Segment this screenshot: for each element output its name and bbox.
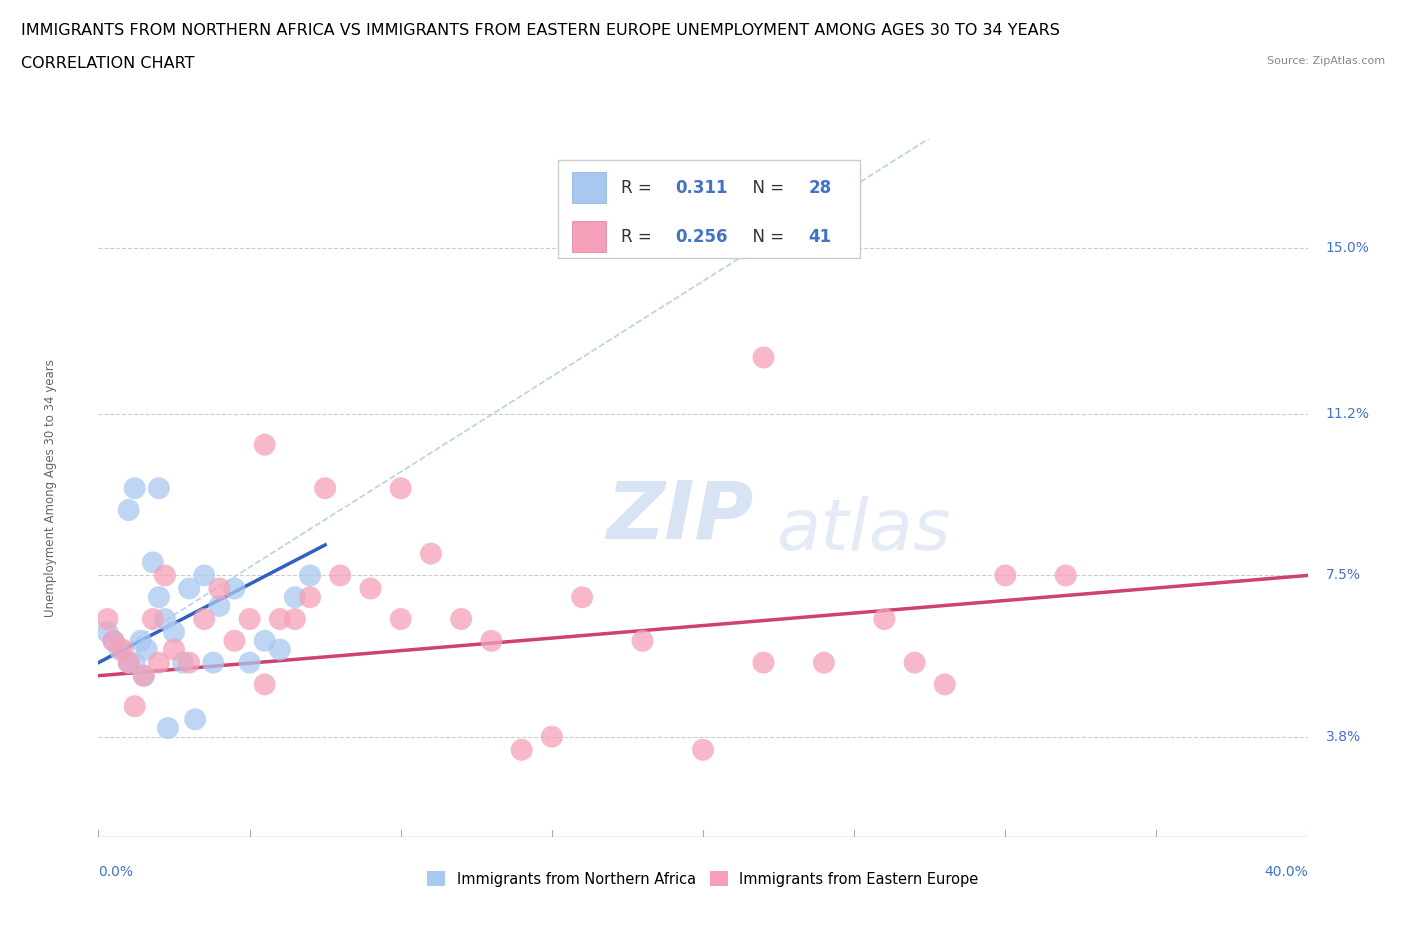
Point: [873, 612, 896, 627]
Point: [269, 642, 291, 657]
Text: R =: R =: [621, 179, 657, 197]
FancyBboxPatch shape: [558, 161, 860, 259]
Point: [118, 502, 141, 517]
Point: [142, 555, 165, 570]
Point: [108, 642, 131, 657]
Text: 28: 28: [808, 179, 831, 197]
Point: [124, 698, 146, 713]
Point: [156, 721, 179, 736]
Point: [163, 642, 186, 657]
FancyBboxPatch shape: [572, 172, 606, 204]
Point: [179, 656, 201, 671]
Text: 0.0%: 0.0%: [98, 865, 134, 879]
Text: 3.8%: 3.8%: [1326, 730, 1361, 744]
Text: CORRELATION CHART: CORRELATION CHART: [21, 56, 194, 71]
Point: [124, 481, 146, 496]
Point: [142, 612, 165, 627]
Text: 0.256: 0.256: [675, 228, 728, 246]
Point: [163, 625, 186, 640]
Point: [118, 656, 141, 671]
Point: [299, 590, 322, 604]
Point: [510, 742, 533, 757]
Point: [329, 568, 352, 583]
Text: Unemployment Among Ages 30 to 34 years: Unemployment Among Ages 30 to 34 years: [44, 359, 56, 618]
Point: [299, 568, 322, 583]
Point: [813, 656, 835, 671]
Text: 11.2%: 11.2%: [1326, 407, 1369, 421]
Point: [129, 633, 152, 648]
Point: [904, 656, 927, 671]
Text: N =: N =: [742, 228, 789, 246]
Point: [224, 581, 246, 596]
Point: [360, 581, 382, 596]
Point: [1054, 568, 1077, 583]
Text: 15.0%: 15.0%: [1326, 242, 1369, 256]
Point: [752, 656, 775, 671]
Point: [540, 729, 562, 744]
Legend: Immigrants from Northern Africa, Immigrants from Eastern Europe: Immigrants from Northern Africa, Immigra…: [422, 866, 984, 893]
Point: [253, 633, 276, 648]
Text: Source: ZipAtlas.com: Source: ZipAtlas.com: [1267, 56, 1385, 66]
Point: [193, 568, 215, 583]
Text: R =: R =: [621, 228, 657, 246]
Text: 41: 41: [808, 228, 831, 246]
Point: [124, 656, 146, 671]
Point: [172, 656, 194, 671]
Point: [208, 599, 231, 614]
Text: atlas: atlas: [776, 496, 950, 565]
Point: [179, 581, 201, 596]
Point: [389, 612, 412, 627]
Text: 40.0%: 40.0%: [1264, 865, 1308, 879]
Text: ZIP: ZIP: [606, 477, 754, 555]
Point: [253, 437, 276, 452]
Point: [132, 669, 155, 684]
Point: [314, 481, 336, 496]
Point: [103, 633, 125, 648]
Point: [239, 612, 262, 627]
Point: [389, 481, 412, 496]
Point: [153, 612, 176, 627]
Point: [135, 642, 157, 657]
Point: [202, 656, 225, 671]
Point: [148, 481, 170, 496]
Point: [103, 633, 125, 648]
Point: [224, 633, 246, 648]
Point: [96, 612, 118, 627]
Point: [208, 581, 231, 596]
Point: [184, 711, 207, 726]
Point: [253, 677, 276, 692]
Text: 0.311: 0.311: [675, 179, 728, 197]
Point: [692, 742, 714, 757]
Point: [481, 633, 503, 648]
Point: [239, 656, 262, 671]
Point: [631, 633, 654, 648]
Text: IMMIGRANTS FROM NORTHERN AFRICA VS IMMIGRANTS FROM EASTERN EUROPE UNEMPLOYMENT A: IMMIGRANTS FROM NORTHERN AFRICA VS IMMIG…: [21, 23, 1060, 38]
Point: [269, 612, 291, 627]
Point: [132, 669, 155, 684]
Point: [752, 350, 775, 365]
Point: [420, 546, 443, 561]
FancyBboxPatch shape: [572, 221, 606, 252]
Text: N =: N =: [742, 179, 789, 197]
Point: [994, 568, 1017, 583]
Point: [284, 612, 307, 627]
Point: [148, 590, 170, 604]
Point: [96, 625, 118, 640]
Point: [284, 590, 307, 604]
Text: 7.5%: 7.5%: [1326, 568, 1361, 582]
Point: [571, 590, 593, 604]
Point: [934, 677, 956, 692]
Point: [111, 642, 134, 657]
Point: [193, 612, 215, 627]
Point: [148, 656, 170, 671]
Point: [153, 568, 176, 583]
Point: [450, 612, 472, 627]
Point: [118, 656, 141, 671]
